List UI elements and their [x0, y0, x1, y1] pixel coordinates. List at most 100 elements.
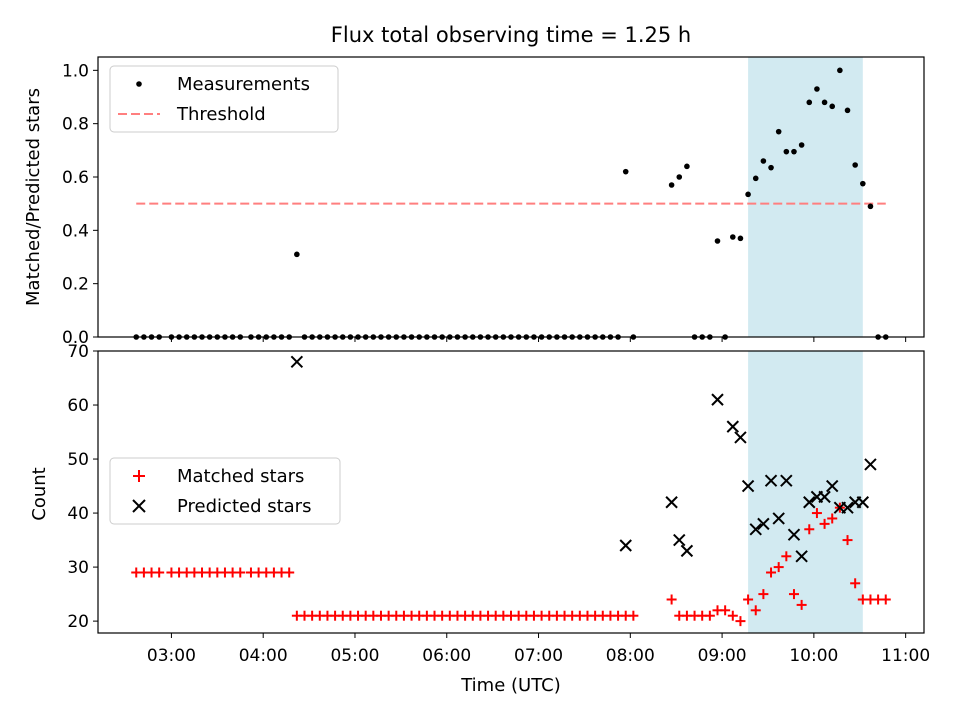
measurement-point: [852, 162, 858, 168]
top-panel: 0.0 0.2 0.4 0.6 0.8 1.0 Matched/Predicted sta…: [23, 56, 925, 348]
x-tick-label: 11:00: [881, 646, 930, 666]
measurement-point: [806, 99, 813, 106]
predicted-star-point: [818, 490, 831, 504]
measurement-point: [829, 103, 836, 110]
measurement-point: [668, 182, 675, 188]
matched-star-point: [727, 610, 738, 621]
measurement-point: [844, 107, 851, 114]
matched-stars-points: [131, 502, 891, 627]
top-y-tick-label: 0.8: [62, 115, 89, 135]
x-stroke-b: [787, 528, 801, 541]
x-stroke-b: [749, 523, 762, 536]
x-stroke-b: [818, 490, 831, 504]
measurement-point: [729, 234, 736, 240]
measurement-point: [867, 203, 874, 210]
matched-star-point: [743, 594, 754, 605]
bottom-y-tick-label: 50: [67, 450, 89, 470]
measurement-point: [737, 235, 744, 242]
matched-star-point: [758, 589, 769, 600]
predicted-star-point: [673, 533, 686, 547]
x-stroke-b: [780, 474, 793, 487]
matched-star-point: [811, 508, 822, 519]
measurement-point: [768, 164, 774, 171]
legend-matched-label: Matched stars: [177, 466, 304, 487]
matched-star-point: [819, 518, 830, 529]
x-tick-label: 06:00: [422, 646, 471, 666]
top-y-tick-label: 1.0: [62, 61, 89, 81]
measurement-point: [798, 142, 805, 148]
legend-threshold-label: Threshold: [176, 104, 266, 125]
bottom-panel: 20 30 40 50 60 70 03:00 04:00 05:00 06:00 07:00 08…: [29, 342, 930, 696]
top-legend: Measurements Threshold: [109, 65, 339, 133]
x-stroke-b: [290, 355, 304, 369]
x-stroke-b: [665, 496, 678, 509]
x-tick-label: 09:00: [698, 646, 747, 666]
matched-star-point: [850, 578, 861, 589]
measurement-point: [676, 174, 683, 180]
bottom-y-tick-label: 60: [67, 396, 89, 416]
measurements-points: [133, 67, 889, 340]
measurement-point: [814, 86, 820, 92]
x-stroke-b: [772, 512, 785, 525]
legend-matched-marker: [133, 470, 145, 482]
bottom-y-tick-label: 40: [67, 504, 89, 524]
legend-measurements-label: Measurements: [177, 74, 310, 95]
matched-star-point: [720, 605, 731, 616]
matched-star-point: [704, 610, 715, 621]
top-shade-rect: [748, 57, 863, 337]
x-stroke-b: [757, 517, 770, 531]
predicted-star-point: [619, 539, 632, 552]
x-tick-label: 05:00: [330, 646, 379, 666]
top-y-tick-label: 0.0: [62, 328, 89, 348]
predicted-star-point: [795, 550, 808, 563]
legend-predicted-label: Predicted stars: [177, 496, 311, 517]
matched-star-point: [788, 589, 799, 600]
measurement-point: [791, 148, 797, 155]
x-stroke-b: [711, 393, 724, 406]
x-stroke-b: [826, 479, 839, 493]
measurement-point: [860, 180, 866, 187]
predicted-star-point: [711, 393, 724, 406]
matched-star-point: [827, 513, 838, 524]
predicted-star-point: [856, 496, 870, 509]
bottom-y-tick-label: 20: [67, 612, 89, 632]
top-x-ticks: [170, 337, 907, 342]
predicted-star-point: [803, 496, 816, 509]
bottom-y-ticks: 20 30 40 50 60 70: [67, 342, 98, 632]
bottom-shaded-region: [748, 351, 863, 633]
bottom-legend: Matched stars Predicted stars: [109, 457, 341, 525]
matched-star-point: [804, 524, 815, 535]
x-stroke-b: [673, 533, 686, 547]
measurement-point: [760, 158, 767, 164]
x-stroke-b: [619, 539, 632, 552]
x-stroke-b: [841, 501, 854, 514]
matched-star-point: [750, 605, 761, 616]
measurement-point: [745, 191, 751, 198]
x-stroke-b: [864, 458, 877, 471]
x-stroke-b: [734, 431, 747, 444]
x-tick-label: 03:00: [147, 646, 196, 666]
top-y-tick-label: 0.2: [62, 275, 89, 295]
x-tick-label: 08:00: [606, 646, 655, 666]
predicted-star-point: [290, 355, 304, 369]
top-shaded-region: [748, 57, 863, 337]
predicted-star-point: [665, 496, 678, 509]
x-tick-label: 04:00: [239, 646, 288, 666]
x-stroke-b: [795, 550, 808, 563]
top-y-ticks: 0.0 0.2 0.4 0.6 0.8 1.0: [62, 61, 98, 348]
legend-predicted-marker: [132, 499, 146, 513]
x-stroke-b: [856, 496, 870, 509]
matched-star-point: [735, 616, 746, 627]
bottom-axes-frame: [97, 350, 925, 634]
predicted-star-point: [864, 458, 877, 471]
matched-star-point: [154, 567, 165, 578]
matched-star-point: [666, 594, 677, 605]
predicted-star-point: [787, 528, 801, 541]
top-axes-frame: [97, 56, 925, 338]
x-stroke-b: [741, 479, 755, 493]
measurement-point: [837, 67, 843, 74]
predicted-star-point: [772, 512, 785, 525]
matched-star-point: [781, 551, 792, 562]
measurement-point: [821, 99, 828, 106]
